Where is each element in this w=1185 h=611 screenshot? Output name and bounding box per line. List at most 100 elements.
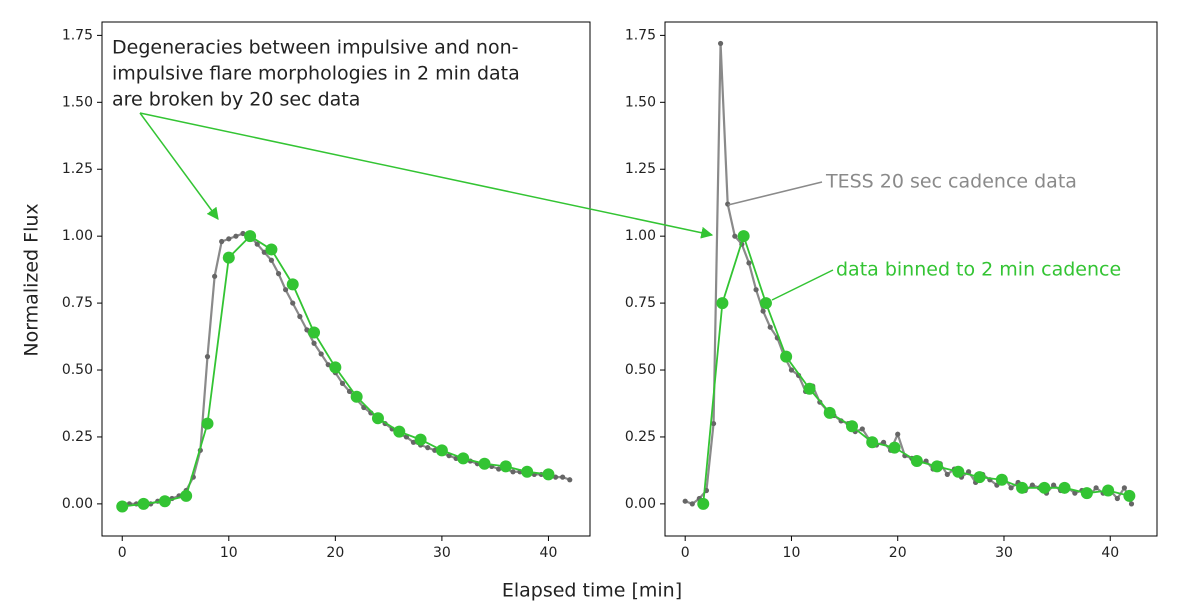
data-point — [275, 271, 282, 277]
data-point — [339, 380, 346, 387]
data-point — [697, 497, 710, 510]
data-point — [1016, 481, 1029, 494]
series-label: data binned to 2 min cadence — [836, 259, 1121, 281]
y-tick-label: 1.50 — [625, 94, 656, 110]
x-tick-label: 20 — [326, 545, 344, 561]
data-point — [435, 444, 448, 457]
annotation: are broken by 20 sec data — [112, 89, 360, 111]
data-point — [895, 431, 901, 437]
data-point — [350, 390, 363, 403]
data-point — [1058, 481, 1071, 494]
data-point — [201, 417, 214, 430]
y-tick-label: 1.00 — [62, 228, 93, 244]
data-point — [1029, 482, 1035, 488]
data-point — [710, 420, 717, 427]
x-tick-label: 30 — [995, 545, 1013, 561]
y-axis-label: Normalized Flux — [21, 203, 43, 356]
y-tick-label: 0.75 — [62, 295, 93, 311]
data-point — [888, 441, 901, 454]
data-point — [282, 287, 289, 293]
data-point — [682, 498, 688, 504]
data-point — [371, 412, 384, 425]
data-point — [1114, 495, 1120, 502]
x-tick-label: 20 — [889, 545, 907, 561]
data-point — [478, 457, 491, 470]
y-tick-label: 1.25 — [62, 161, 93, 177]
data-point — [560, 474, 566, 480]
data-point — [823, 406, 836, 419]
x-tick-label: 10 — [783, 545, 801, 561]
data-point — [1128, 501, 1135, 507]
data-point — [737, 230, 750, 243]
data-point — [846, 420, 859, 433]
y-tick-label: 1.00 — [625, 228, 656, 244]
data-point — [499, 460, 512, 473]
data-point — [510, 469, 516, 475]
data-point — [1038, 481, 1051, 494]
arrow — [139, 112, 219, 220]
y-tick-label: 0.00 — [62, 496, 93, 512]
y-tick-label: 0.50 — [625, 362, 656, 378]
data-point — [222, 251, 235, 264]
x-tick-label: 0 — [681, 545, 690, 561]
data-point — [952, 465, 965, 478]
leader-line — [771, 269, 834, 301]
data-point — [521, 465, 534, 478]
data-point — [329, 361, 342, 374]
data-point — [759, 297, 772, 310]
data-point — [1121, 485, 1127, 491]
data-point — [311, 340, 317, 346]
data-point — [880, 439, 887, 445]
y-tick-label: 1.75 — [62, 27, 93, 43]
data-point — [931, 460, 944, 473]
data-point — [204, 354, 211, 360]
data-point — [233, 233, 239, 239]
plot-frame — [101, 21, 591, 537]
data-point — [212, 273, 218, 279]
annotation: Degeneracies between impulsive and non- — [112, 37, 518, 59]
data-point — [746, 260, 752, 266]
y-tick-label: 0.25 — [625, 429, 656, 445]
arrow — [139, 112, 714, 239]
data-point — [158, 495, 171, 508]
data-point — [268, 257, 275, 263]
y-tick-label: 0.00 — [625, 496, 656, 512]
data-point — [567, 477, 573, 483]
data-point — [780, 350, 793, 363]
data-point — [457, 452, 470, 465]
data-point — [318, 351, 324, 357]
data-point — [753, 287, 759, 293]
data-point — [910, 455, 923, 468]
y-tick-label: 0.75 — [625, 295, 656, 311]
data-point — [995, 473, 1008, 486]
data-point — [542, 468, 555, 481]
data-point — [973, 471, 986, 484]
y-tick-label: 1.50 — [62, 94, 93, 110]
data-point — [716, 297, 729, 310]
plot-frame — [664, 21, 1158, 537]
data-point — [1008, 485, 1014, 491]
data-point — [219, 238, 225, 245]
y-tick-label: 1.75 — [625, 27, 656, 43]
leader-line — [727, 181, 823, 206]
data-point — [1051, 482, 1057, 488]
data-point — [308, 326, 321, 339]
data-point — [1072, 490, 1078, 496]
x-tick-label: 30 — [433, 545, 451, 561]
data-point — [760, 308, 766, 314]
data-point — [137, 497, 150, 510]
data-point — [393, 425, 406, 438]
data-point — [803, 382, 816, 395]
data-point — [414, 433, 427, 446]
data-point — [265, 243, 278, 256]
data-point — [116, 500, 129, 513]
data-point — [689, 501, 695, 507]
data-point — [767, 324, 773, 330]
series-line — [121, 232, 571, 508]
x-tick-label: 10 — [220, 545, 238, 561]
data-point — [866, 436, 879, 449]
data-point — [965, 469, 972, 475]
data-point — [788, 367, 795, 373]
x-axis-label: Elapsed time [min] — [502, 580, 682, 602]
